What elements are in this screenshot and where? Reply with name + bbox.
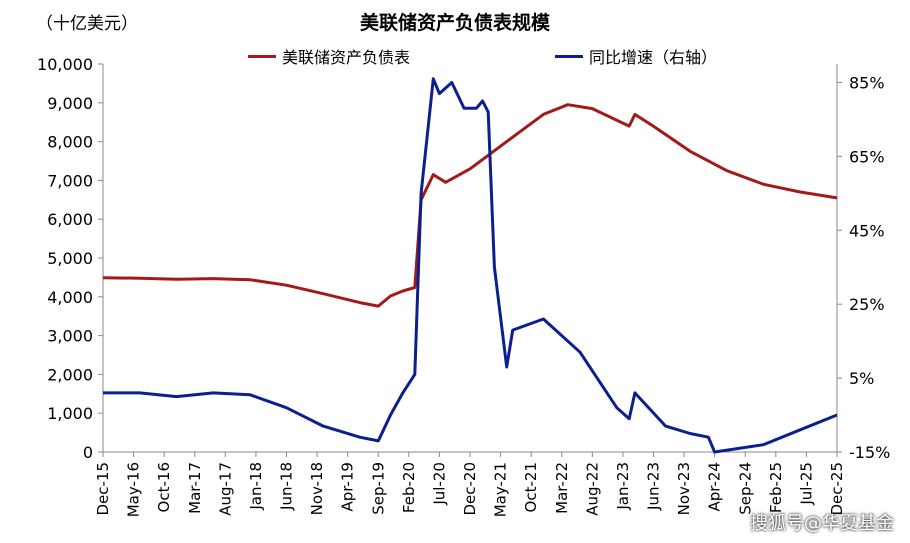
x-tick-label: Sep-24 xyxy=(736,462,754,515)
legend-label-series2: 同比增速（右轴） xyxy=(589,48,718,67)
x-tick-label: Mar-22 xyxy=(553,462,571,514)
x-tick-label: Aug-17 xyxy=(216,462,234,516)
left-y-tick-label: 9,000 xyxy=(47,94,93,113)
x-tick-label: Nov-23 xyxy=(675,462,693,515)
x-tick-label: Dec-20 xyxy=(461,462,479,516)
x-tick-label: Feb-25 xyxy=(767,462,785,513)
right-y-tick-label: -15% xyxy=(849,443,890,462)
right-y-tick-label: 45% xyxy=(849,221,885,240)
x-tick-label: Jun-18 xyxy=(278,462,296,511)
x-tick-label: Dec-25 xyxy=(828,462,846,516)
x-tick-label: Oct-16 xyxy=(155,462,173,512)
right-y-tick-label: 65% xyxy=(849,147,885,166)
right-y-tick-label: 25% xyxy=(849,295,885,314)
left-y-tick-label: 3,000 xyxy=(47,327,93,346)
x-tick-label: Dec-15 xyxy=(94,462,112,516)
x-tick-label: Apr-24 xyxy=(706,462,724,512)
x-tick-label: May-21 xyxy=(492,462,510,517)
legend-label-series1: 美联储资产负债表 xyxy=(282,48,411,67)
series-line-2 xyxy=(103,77,838,454)
chart-title: 美联储资产负债表规模 xyxy=(359,12,550,34)
left-y-tick-label: 8,000 xyxy=(47,133,93,152)
left-y-tick-label: 2,000 xyxy=(47,365,93,384)
x-tick-label: Aug-22 xyxy=(583,462,601,516)
left-y-tick-label: 5,000 xyxy=(47,249,93,268)
left-y-tick-label: 4,000 xyxy=(47,288,93,307)
x-tick-label: Oct-21 xyxy=(522,462,540,512)
x-tick-label: Jun-23 xyxy=(645,462,663,511)
left-y-tick-label: 6,000 xyxy=(47,210,93,229)
x-tick-label: May-16 xyxy=(125,462,143,517)
left-y-tick-label: 7,000 xyxy=(47,171,93,190)
x-tick-label: Sep-19 xyxy=(369,462,387,515)
left-y-tick-label: 1,000 xyxy=(47,404,93,423)
left-axis-unit-label: （十亿美元） xyxy=(36,14,138,34)
left-y-tick-label: 0 xyxy=(83,443,93,462)
legend-swatch-series2 xyxy=(555,54,583,58)
right-y-tick-label: 5% xyxy=(849,369,874,388)
watermark: 搜狐号@华夏基金 xyxy=(750,513,894,534)
series-line-1 xyxy=(102,103,838,308)
x-tick-label: Feb-20 xyxy=(400,462,418,513)
x-tick-label: Mar-17 xyxy=(186,462,204,514)
x-tick-label: Jul-20 xyxy=(430,462,448,506)
x-tick-label: Apr-19 xyxy=(339,462,357,512)
left-y-tick-label: 10,000 xyxy=(37,55,93,74)
x-tick-label: Jan-23 xyxy=(614,462,632,511)
x-tick-label: Jan-18 xyxy=(247,462,265,511)
x-tick-label: Nov-18 xyxy=(308,462,326,515)
legend-swatch-series1 xyxy=(248,54,276,58)
x-tick-label: Jul-25 xyxy=(797,462,815,506)
right-y-tick-label: 85% xyxy=(849,73,885,92)
legend-item-series1: 美联储资产负债表 xyxy=(248,44,410,68)
legend-item-series2: 同比增速（右轴） xyxy=(555,44,717,68)
